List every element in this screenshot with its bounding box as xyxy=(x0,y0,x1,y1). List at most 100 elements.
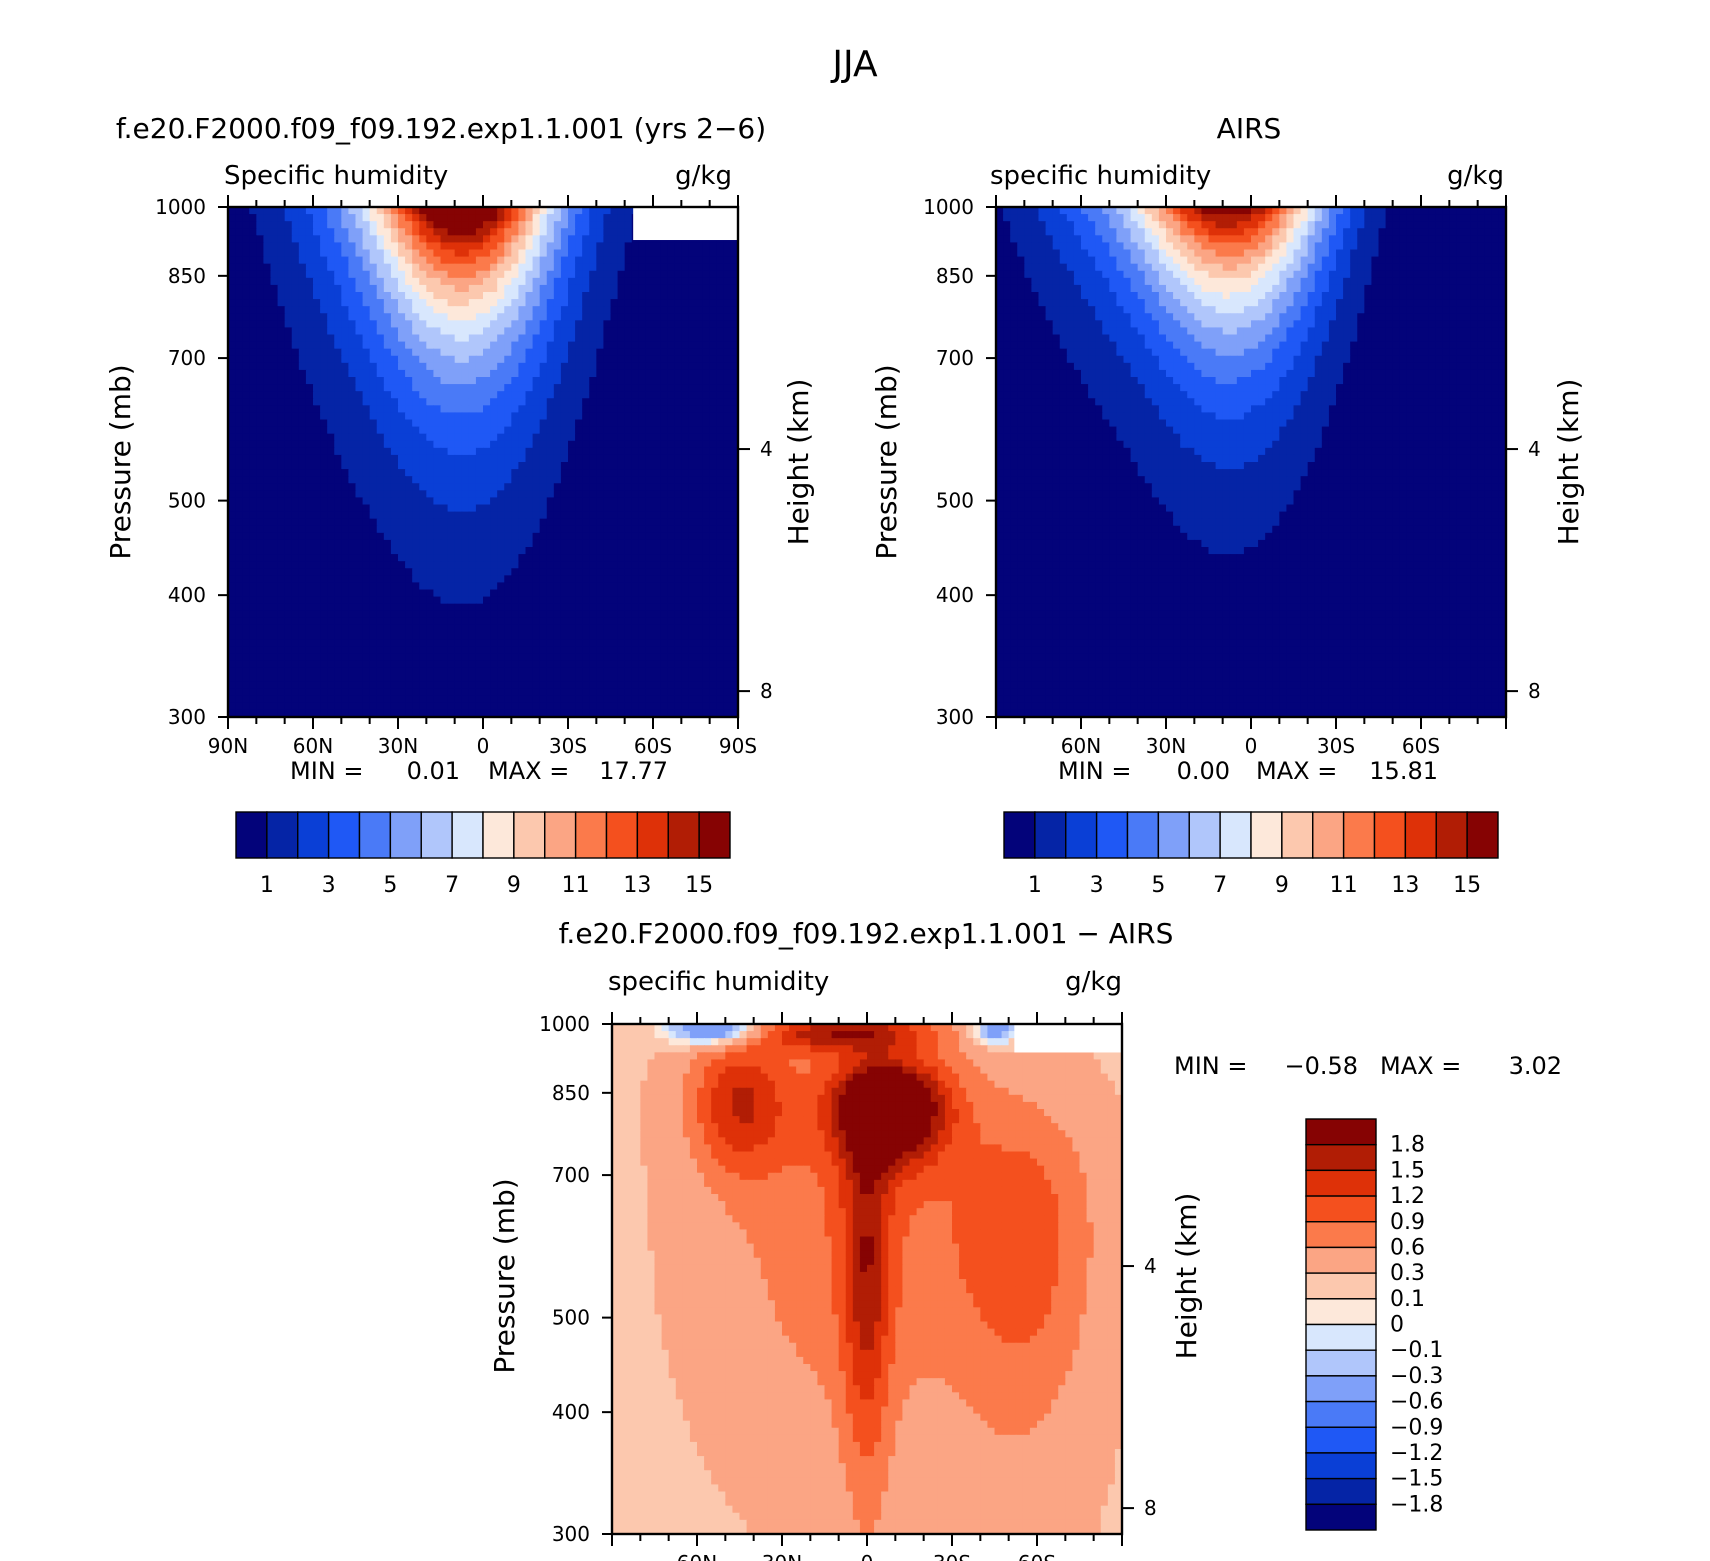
contour-cell xyxy=(468,554,477,562)
contour-cell xyxy=(362,667,371,676)
contour-cell xyxy=(284,596,293,605)
contour-cell xyxy=(327,568,335,576)
contour-cell xyxy=(525,362,534,371)
contour-cell xyxy=(454,313,463,321)
contour-cell xyxy=(447,617,456,626)
contour-cell xyxy=(298,334,307,343)
contour-cell xyxy=(667,518,675,527)
contour-cell xyxy=(242,398,250,406)
contour-cell xyxy=(390,306,399,314)
contour-cell xyxy=(674,532,682,541)
contour-cell xyxy=(518,327,527,336)
contour-cell xyxy=(412,433,420,442)
contour-cell xyxy=(490,547,498,555)
contour-cell xyxy=(362,582,371,591)
contour-cell xyxy=(483,639,491,647)
contour-cell xyxy=(305,469,314,477)
contour-cell xyxy=(709,369,718,378)
contour-cell xyxy=(539,440,548,449)
contour-cell xyxy=(638,660,647,669)
contour-cell xyxy=(638,603,647,612)
contour-cell xyxy=(497,369,505,378)
contour-cell xyxy=(362,589,371,598)
contour-cell xyxy=(483,497,491,506)
contour-cell xyxy=(660,369,668,378)
contour-cell xyxy=(674,610,682,619)
contour-cell xyxy=(660,497,668,506)
contour-cell xyxy=(426,207,435,215)
contour-cell xyxy=(263,263,272,272)
contour-cell xyxy=(362,306,371,314)
contour-cell xyxy=(532,377,541,385)
contour-cell xyxy=(596,518,605,527)
contour-cell xyxy=(575,561,583,569)
contour-cell xyxy=(532,504,541,513)
contour-cell xyxy=(256,277,265,286)
contour-cell xyxy=(419,518,427,527)
contour-cell xyxy=(447,369,456,378)
contour-cell xyxy=(228,214,236,222)
contour-cell xyxy=(709,547,718,555)
contour-cell xyxy=(305,681,314,690)
contour-cell xyxy=(589,646,597,654)
contour-cell xyxy=(532,624,541,633)
contour-cell xyxy=(560,497,569,506)
contour-cell xyxy=(525,674,534,683)
contour-cell xyxy=(461,362,470,371)
contour-cell xyxy=(688,497,697,506)
contour-cell xyxy=(525,391,534,399)
contour-cell xyxy=(653,639,661,647)
contour-cell xyxy=(291,369,300,378)
contour-cell xyxy=(327,610,335,619)
contour-cell xyxy=(546,214,555,222)
contour-cell xyxy=(730,596,739,605)
contour-cell xyxy=(334,228,342,236)
contour-cell xyxy=(497,263,505,272)
contour-cell xyxy=(490,235,498,244)
contour-cell xyxy=(475,547,484,555)
contour-cell xyxy=(235,284,243,293)
contour-cell xyxy=(667,617,675,626)
contour-cell xyxy=(596,313,605,321)
contour-cell xyxy=(539,660,548,669)
contour-cell xyxy=(539,426,548,435)
contour-cell xyxy=(426,511,435,520)
contour-cell xyxy=(348,554,357,562)
contour-cell xyxy=(277,688,286,697)
contour-cell xyxy=(249,483,257,491)
contour-cell xyxy=(631,539,640,548)
contour-cell xyxy=(497,306,505,314)
contour-cell xyxy=(256,377,265,385)
contour-cell xyxy=(617,469,626,477)
contour-cell xyxy=(284,532,293,541)
contour-cell xyxy=(723,603,732,612)
contour-cell xyxy=(596,320,605,329)
contour-cell xyxy=(341,355,350,364)
contour-cell xyxy=(242,412,250,421)
contour-cell xyxy=(383,214,392,222)
contour-cell xyxy=(390,299,399,307)
contour-cell xyxy=(702,405,711,414)
contour-cell xyxy=(560,518,569,527)
contour-cell xyxy=(532,596,541,605)
contour-cell xyxy=(320,575,328,584)
contour-cell xyxy=(242,341,250,350)
contour-cell xyxy=(730,490,739,499)
contour-cell xyxy=(454,610,463,619)
contour-cell xyxy=(327,561,335,569)
contour-cell xyxy=(511,632,520,640)
contour-cell xyxy=(624,440,633,449)
contour-cell xyxy=(653,447,661,456)
contour-cell xyxy=(645,575,654,584)
contour-cell xyxy=(433,377,442,385)
contour-cell xyxy=(263,299,272,307)
contour-cell xyxy=(716,454,725,463)
contour-cell xyxy=(645,426,654,435)
contour-cell xyxy=(235,207,243,215)
contour-cell xyxy=(320,440,328,449)
contour-plot xyxy=(228,207,739,718)
contour-cell xyxy=(539,454,548,463)
contour-cell xyxy=(504,646,512,654)
contour-cell xyxy=(504,362,512,371)
contour-cell xyxy=(631,462,640,470)
